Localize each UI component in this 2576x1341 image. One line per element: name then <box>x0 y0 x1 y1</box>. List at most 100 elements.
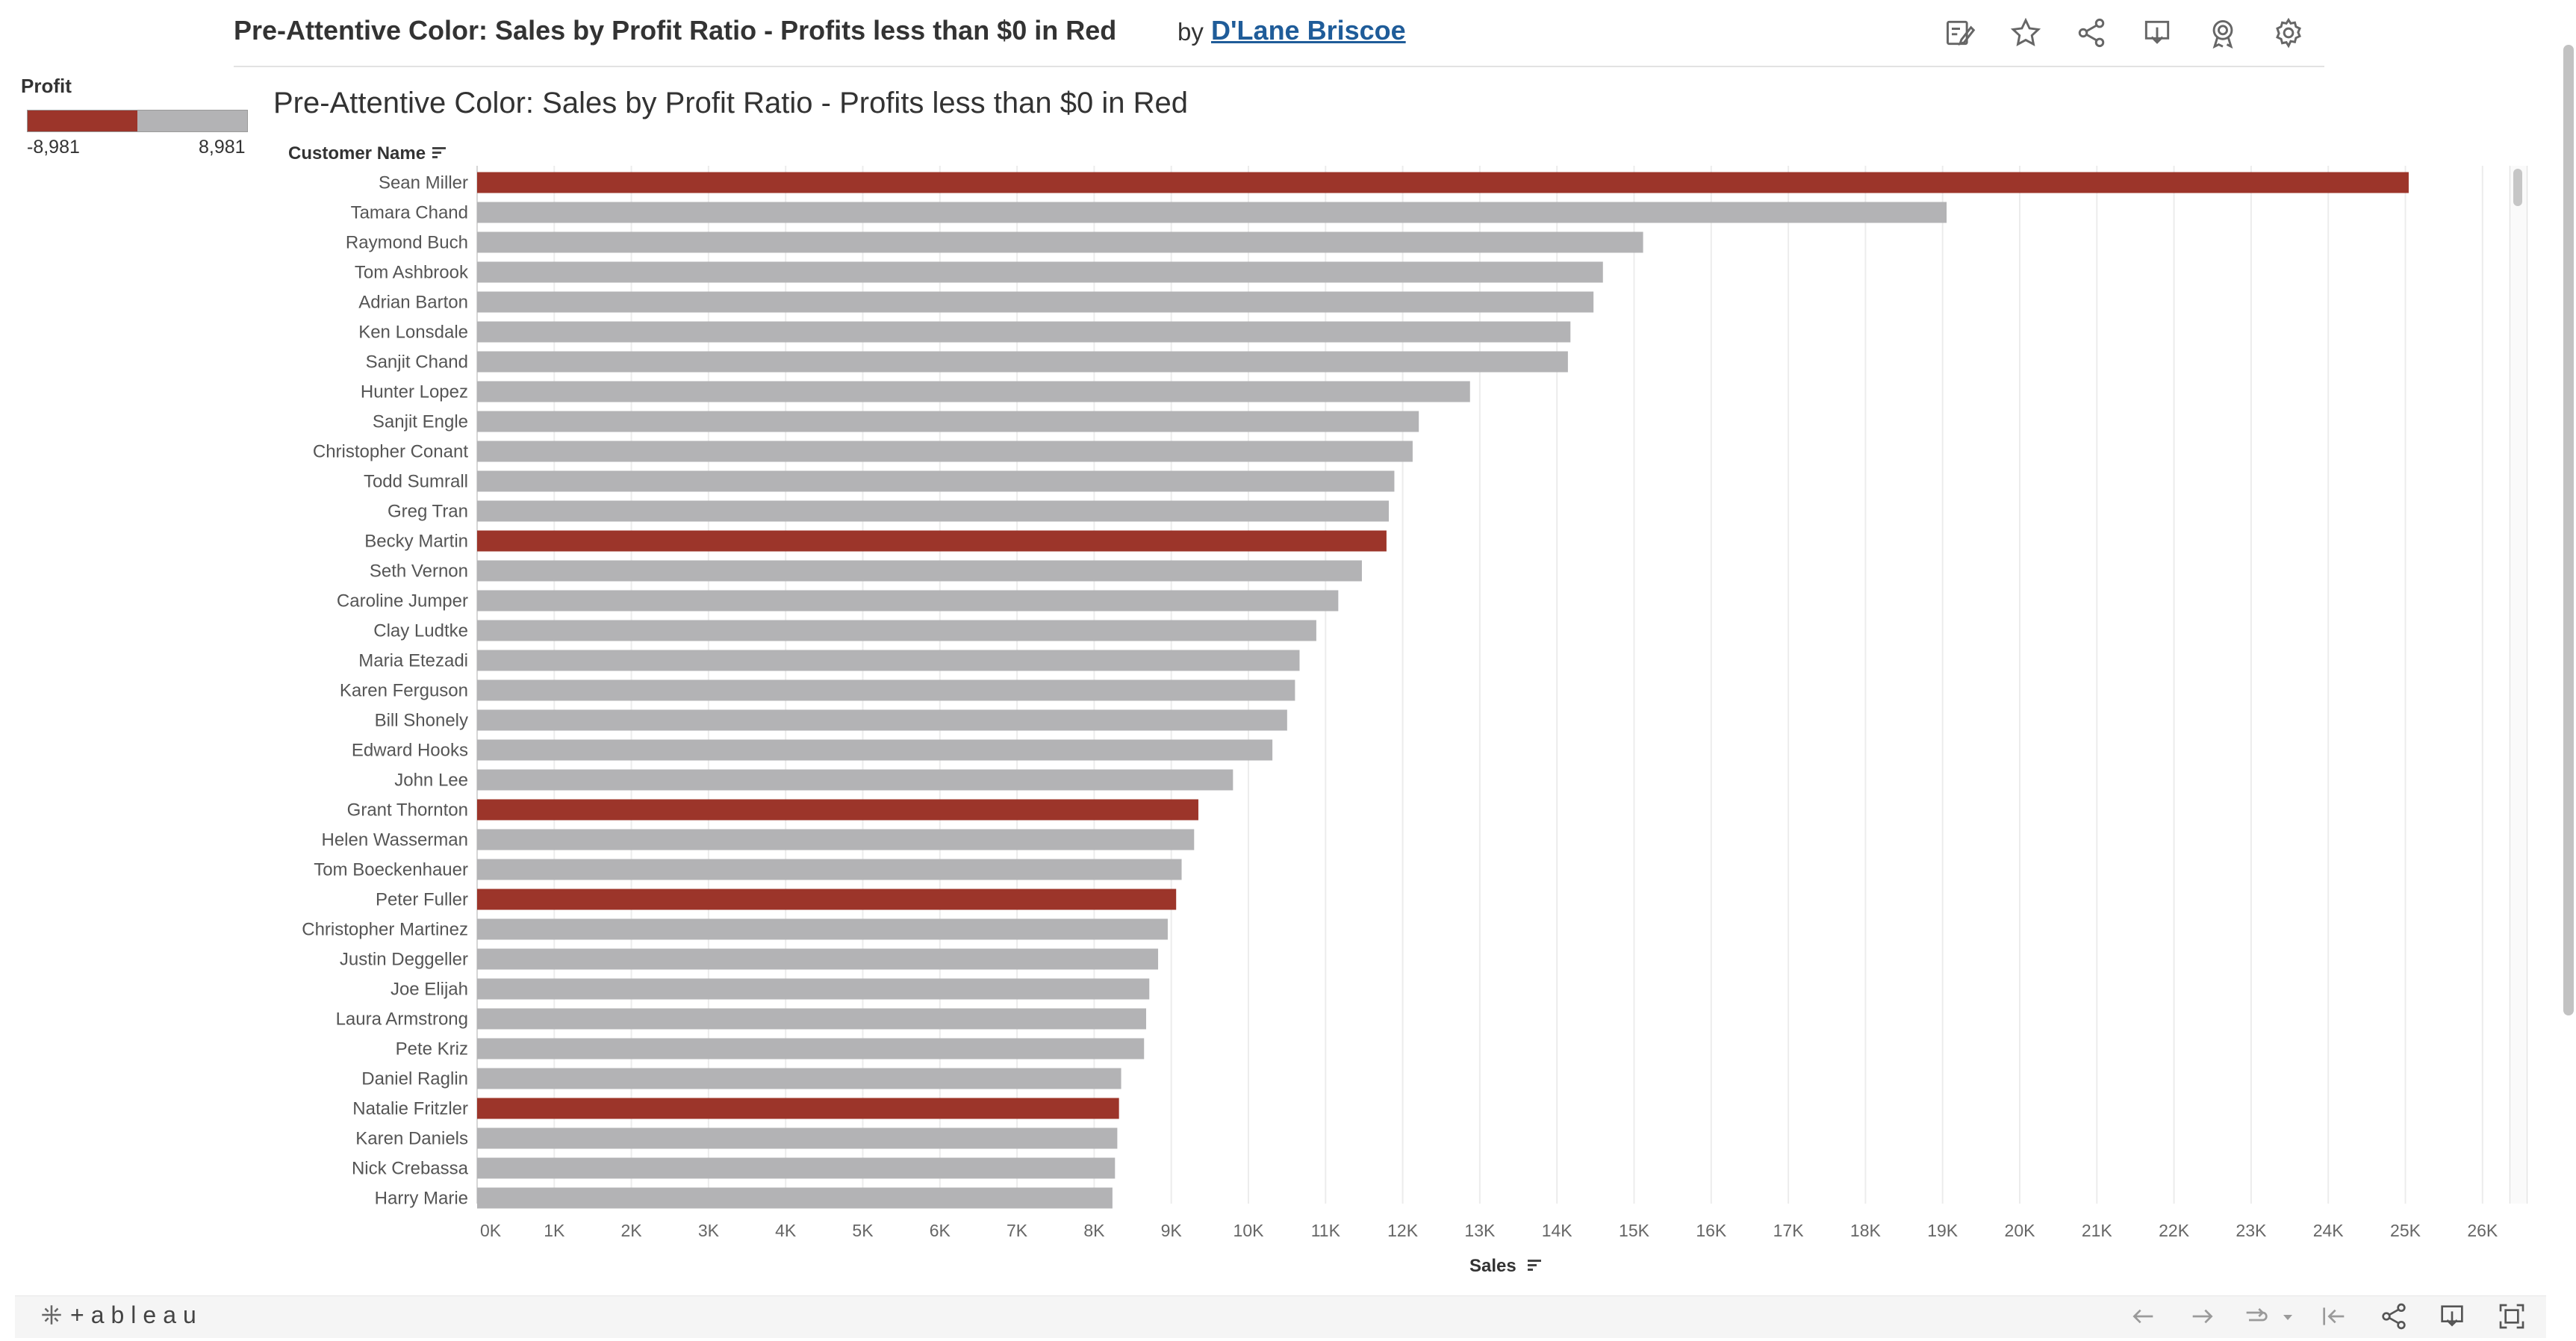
bar[interactable] <box>477 231 1643 253</box>
row-label[interactable]: Pete Kriz <box>396 1039 468 1060</box>
bar[interactable] <box>477 470 1395 492</box>
row-label[interactable]: Sean Miller <box>379 173 468 193</box>
bar[interactable] <box>477 1068 1121 1089</box>
row-label[interactable]: Helen Wasserman <box>321 830 468 850</box>
legend-color-ramp[interactable] <box>27 110 248 132</box>
row-label[interactable]: Bill Shonely <box>375 711 468 731</box>
row-label[interactable]: Ken Lonsdale <box>358 323 468 343</box>
bar[interactable] <box>477 1187 1113 1209</box>
bar[interactable] <box>477 769 1233 791</box>
bar[interactable] <box>477 799 1198 821</box>
metrics-icon[interactable] <box>2206 16 2239 49</box>
edit-icon[interactable] <box>1944 16 1976 49</box>
bar[interactable] <box>477 679 1295 701</box>
row-label[interactable]: Seth Vernon <box>370 561 468 582</box>
row-label[interactable]: Tamara Chand <box>351 203 468 223</box>
row-label[interactable]: Todd Sumrall <box>364 472 468 492</box>
row-label[interactable]: Peter Fuller <box>376 890 468 910</box>
page-scrollbar-thumb[interactable] <box>2563 45 2574 1015</box>
bar[interactable] <box>477 948 1159 970</box>
row-label[interactable]: Caroline Jumper <box>337 591 468 612</box>
row-label[interactable]: Sanjit Chand <box>366 352 468 373</box>
bar[interactable] <box>477 560 1362 582</box>
row-header-customer-name[interactable]: Customer Name <box>288 143 426 164</box>
sort-icon[interactable] <box>1525 1257 1543 1275</box>
share-icon[interactable] <box>2379 1301 2409 1331</box>
row-label[interactable]: Tom Ashbrook <box>355 263 469 283</box>
bar[interactable] <box>477 1157 1116 1179</box>
download-icon[interactable] <box>2437 1301 2467 1331</box>
bar[interactable] <box>477 590 1339 612</box>
undo-icon[interactable] <box>2128 1301 2158 1331</box>
row-label[interactable]: Laura Armstrong <box>336 1009 468 1030</box>
revert-dropdown-icon[interactable] <box>2279 1301 2297 1331</box>
bar[interactable] <box>477 261 1603 283</box>
bar[interactable] <box>477 172 2409 193</box>
row-label[interactable]: Hunter Lopez <box>361 382 468 402</box>
row-label[interactable]: Adrian Barton <box>358 293 468 313</box>
bar[interactable] <box>477 918 1168 940</box>
bar[interactable] <box>477 1127 1118 1149</box>
bar[interactable] <box>477 291 1594 313</box>
bar[interactable] <box>477 829 1195 850</box>
bar[interactable] <box>477 1098 1119 1119</box>
bar[interactable] <box>477 859 1182 880</box>
tableau-logo-text: +ableau <box>70 1301 203 1328</box>
star-icon[interactable] <box>2009 16 2042 49</box>
row-label[interactable]: Christopher Martinez <box>302 920 468 940</box>
download-icon[interactable] <box>2141 16 2174 49</box>
bar[interactable] <box>477 739 1273 761</box>
bar[interactable] <box>477 351 1568 373</box>
viz-header: Pre-Attentive Color: Sales by Profit Rat… <box>0 0 2576 67</box>
row-label[interactable]: Greg Tran <box>388 502 468 522</box>
row-label[interactable]: Maria Etezadi <box>358 651 468 671</box>
row-label[interactable]: John Lee <box>394 771 468 791</box>
bar[interactable] <box>477 650 1300 671</box>
row-label[interactable]: Justin Deggeller <box>340 950 468 970</box>
row-label[interactable]: Sanjit Engle <box>373 412 468 432</box>
author-link[interactable]: D'Lane Briscoe <box>1211 15 1406 46</box>
bar[interactable] <box>477 202 1947 223</box>
row-label[interactable]: Harry Marie <box>375 1189 468 1209</box>
row-label[interactable]: Raymond Buch <box>346 233 468 253</box>
row-label[interactable]: Becky Martin <box>364 532 468 552</box>
bar[interactable] <box>477 441 1413 462</box>
bar[interactable] <box>477 411 1419 432</box>
bar[interactable] <box>477 321 1571 343</box>
row-label[interactable]: Clay Ludtke <box>373 621 468 641</box>
row-label[interactable]: Christopher Conant <box>313 442 468 462</box>
row-label[interactable]: Daniel Raglin <box>361 1069 468 1089</box>
row-label[interactable]: Joe Elijah <box>391 980 468 1000</box>
bar[interactable] <box>477 620 1316 641</box>
row-label[interactable]: Karen Daniels <box>355 1129 468 1149</box>
bar[interactable] <box>477 1008 1147 1030</box>
row-label[interactable]: Edward Hooks <box>352 741 468 761</box>
legend-max-label: 8,981 <box>199 137 246 158</box>
x-tick-label: 2K <box>621 1221 643 1240</box>
bar[interactable] <box>477 500 1390 522</box>
bar[interactable] <box>477 530 1387 552</box>
reset-icon[interactable] <box>2319 1301 2349 1331</box>
redo-icon[interactable] <box>2188 1301 2218 1331</box>
row-label[interactable]: Karen Ferguson <box>340 681 468 701</box>
settings-icon[interactable] <box>2272 16 2305 49</box>
x-axis-title[interactable]: Sales <box>1469 1256 1516 1276</box>
row-label[interactable]: Nick Crebassa <box>352 1159 469 1179</box>
row-label[interactable]: Tom Boeckenhauer <box>314 860 468 880</box>
bar[interactable] <box>477 978 1150 1000</box>
bar[interactable] <box>477 1038 1145 1060</box>
bar[interactable] <box>477 709 1287 731</box>
share-icon[interactable] <box>2075 16 2108 49</box>
bar[interactable] <box>477 889 1177 910</box>
row-label[interactable]: Grant Thornton <box>347 800 468 821</box>
chart-scrollbar-thumb[interactable] <box>2513 169 2522 206</box>
revert-icon[interactable] <box>2241 1301 2271 1331</box>
row-label[interactable]: Natalie Fritzler <box>352 1099 468 1119</box>
sort-icon[interactable] <box>430 144 448 162</box>
tableau-logo[interactable]: +ableau <box>39 1300 203 1330</box>
chart-scrollbar-track[interactable] <box>2510 166 2527 1204</box>
bar[interactable] <box>477 381 1470 402</box>
fullscreen-icon[interactable] <box>2497 1301 2527 1331</box>
x-tick-label: 11K <box>1311 1221 1341 1240</box>
